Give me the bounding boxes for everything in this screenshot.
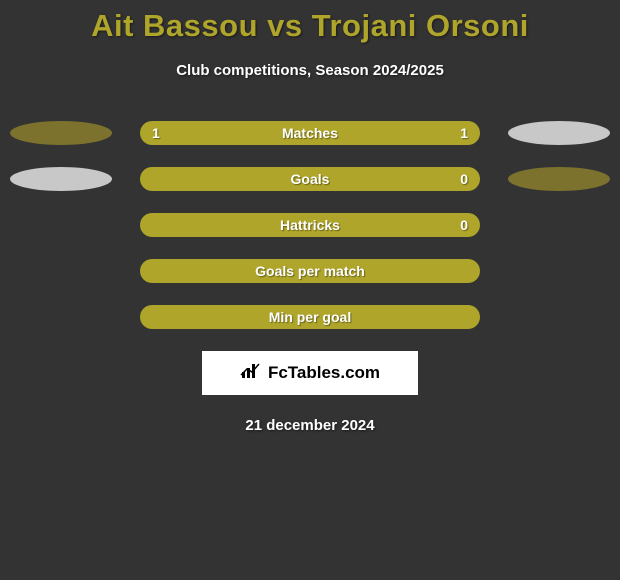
player-ellipse-right [508, 167, 610, 191]
stat-rows: 1Matches1Goals0Hattricks0Goals per match… [0, 121, 620, 329]
stat-pill: Hattricks0 [140, 213, 480, 237]
subtitle: Club competitions, Season 2024/2025 [0, 62, 620, 79]
player-ellipse-right [508, 259, 610, 283]
player-ellipse-left [10, 213, 112, 237]
stat-row: Hattricks0 [0, 213, 620, 237]
chart-icon [240, 362, 262, 385]
stat-pill: Goals per match [140, 259, 480, 283]
player-ellipse-left [10, 259, 112, 283]
player-ellipse-left [10, 305, 112, 329]
stat-value-right: 1 [460, 125, 468, 141]
player-ellipse-right [508, 305, 610, 329]
stat-row: Min per goal [0, 305, 620, 329]
stat-label: Goals [140, 171, 480, 187]
stat-label: Hattricks [140, 217, 480, 233]
stat-row: 1Matches1 [0, 121, 620, 145]
player-ellipse-right [508, 213, 610, 237]
stat-value-right: 0 [460, 171, 468, 187]
stat-pill: 1Matches1 [140, 121, 480, 145]
stat-pill: Min per goal [140, 305, 480, 329]
attribution-text: FcTables.com [268, 363, 380, 383]
comparison-infographic: Ait Bassou vs Trojani Orsoni Club compet… [0, 0, 620, 434]
stat-label: Matches [140, 125, 480, 141]
page-title: Ait Bassou vs Trojani Orsoni [0, 8, 620, 44]
player-ellipse-left [10, 167, 112, 191]
date-label: 21 december 2024 [0, 417, 620, 434]
stat-value-left: 1 [152, 125, 160, 141]
stat-row: Goals per match [0, 259, 620, 283]
stat-label: Goals per match [140, 263, 480, 279]
attribution-badge: FcTables.com [202, 351, 418, 395]
stat-value-right: 0 [460, 217, 468, 233]
stat-row: Goals0 [0, 167, 620, 191]
player-ellipse-left [10, 121, 112, 145]
stat-label: Min per goal [140, 309, 480, 325]
player-ellipse-right [508, 121, 610, 145]
stat-pill: Goals0 [140, 167, 480, 191]
